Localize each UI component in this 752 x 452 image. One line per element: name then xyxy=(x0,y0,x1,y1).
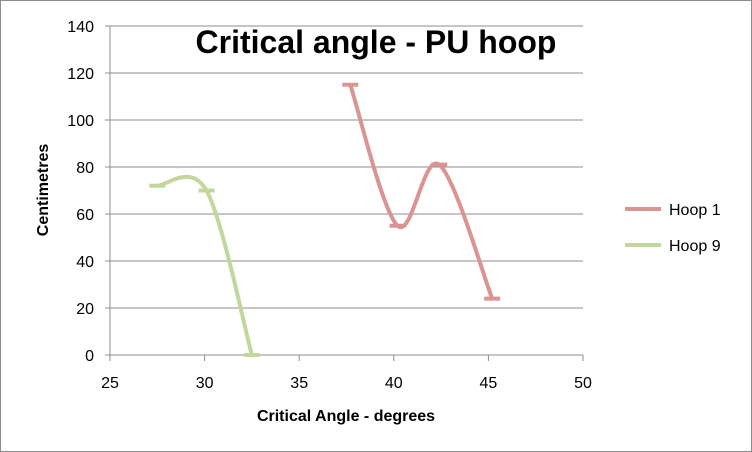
legend-label-hoop-9: Hoop 9 xyxy=(669,238,721,255)
legend-item-hoop-9: Hoop 9 xyxy=(625,238,721,255)
y-tick-label: 120 xyxy=(67,66,94,83)
y-tick-label: 60 xyxy=(76,207,94,224)
x-tick-label: 45 xyxy=(480,375,498,392)
series-layer xyxy=(149,82,501,357)
y-tick-label: 0 xyxy=(85,348,94,365)
legend: Hoop 1 Hoop 9 xyxy=(625,202,721,255)
legend-label-hoop-1: Hoop 1 xyxy=(669,202,721,219)
y-tick-label: 100 xyxy=(67,113,94,130)
x-tick-label: 30 xyxy=(196,375,214,392)
series-line-hoop-9 xyxy=(155,174,254,357)
y-tick-label: 80 xyxy=(76,160,94,177)
axes xyxy=(105,25,584,361)
y-tick-label: 40 xyxy=(76,254,94,271)
x-tick-label: 35 xyxy=(290,375,308,392)
x-axis-label: Critical Angle - degrees xyxy=(257,408,435,425)
legend-item-hoop-1: Hoop 1 xyxy=(625,202,721,219)
x-tick-label: 50 xyxy=(574,375,592,392)
y-axis-label: Centimetres xyxy=(35,144,52,237)
y-tick-label: 140 xyxy=(67,19,94,36)
x-tick-label: 25 xyxy=(101,375,119,392)
x-tick-label: 40 xyxy=(385,375,403,392)
series-line-hoop-1 xyxy=(348,82,495,301)
tick-labels: 0 20 40 60 80 100 120 140 25 30 35 40 45 50 xyxy=(67,19,592,392)
gridlines xyxy=(110,25,583,309)
y-tick-label: 20 xyxy=(76,301,94,318)
chart-title: Critical angle - PU hoop xyxy=(196,24,557,60)
